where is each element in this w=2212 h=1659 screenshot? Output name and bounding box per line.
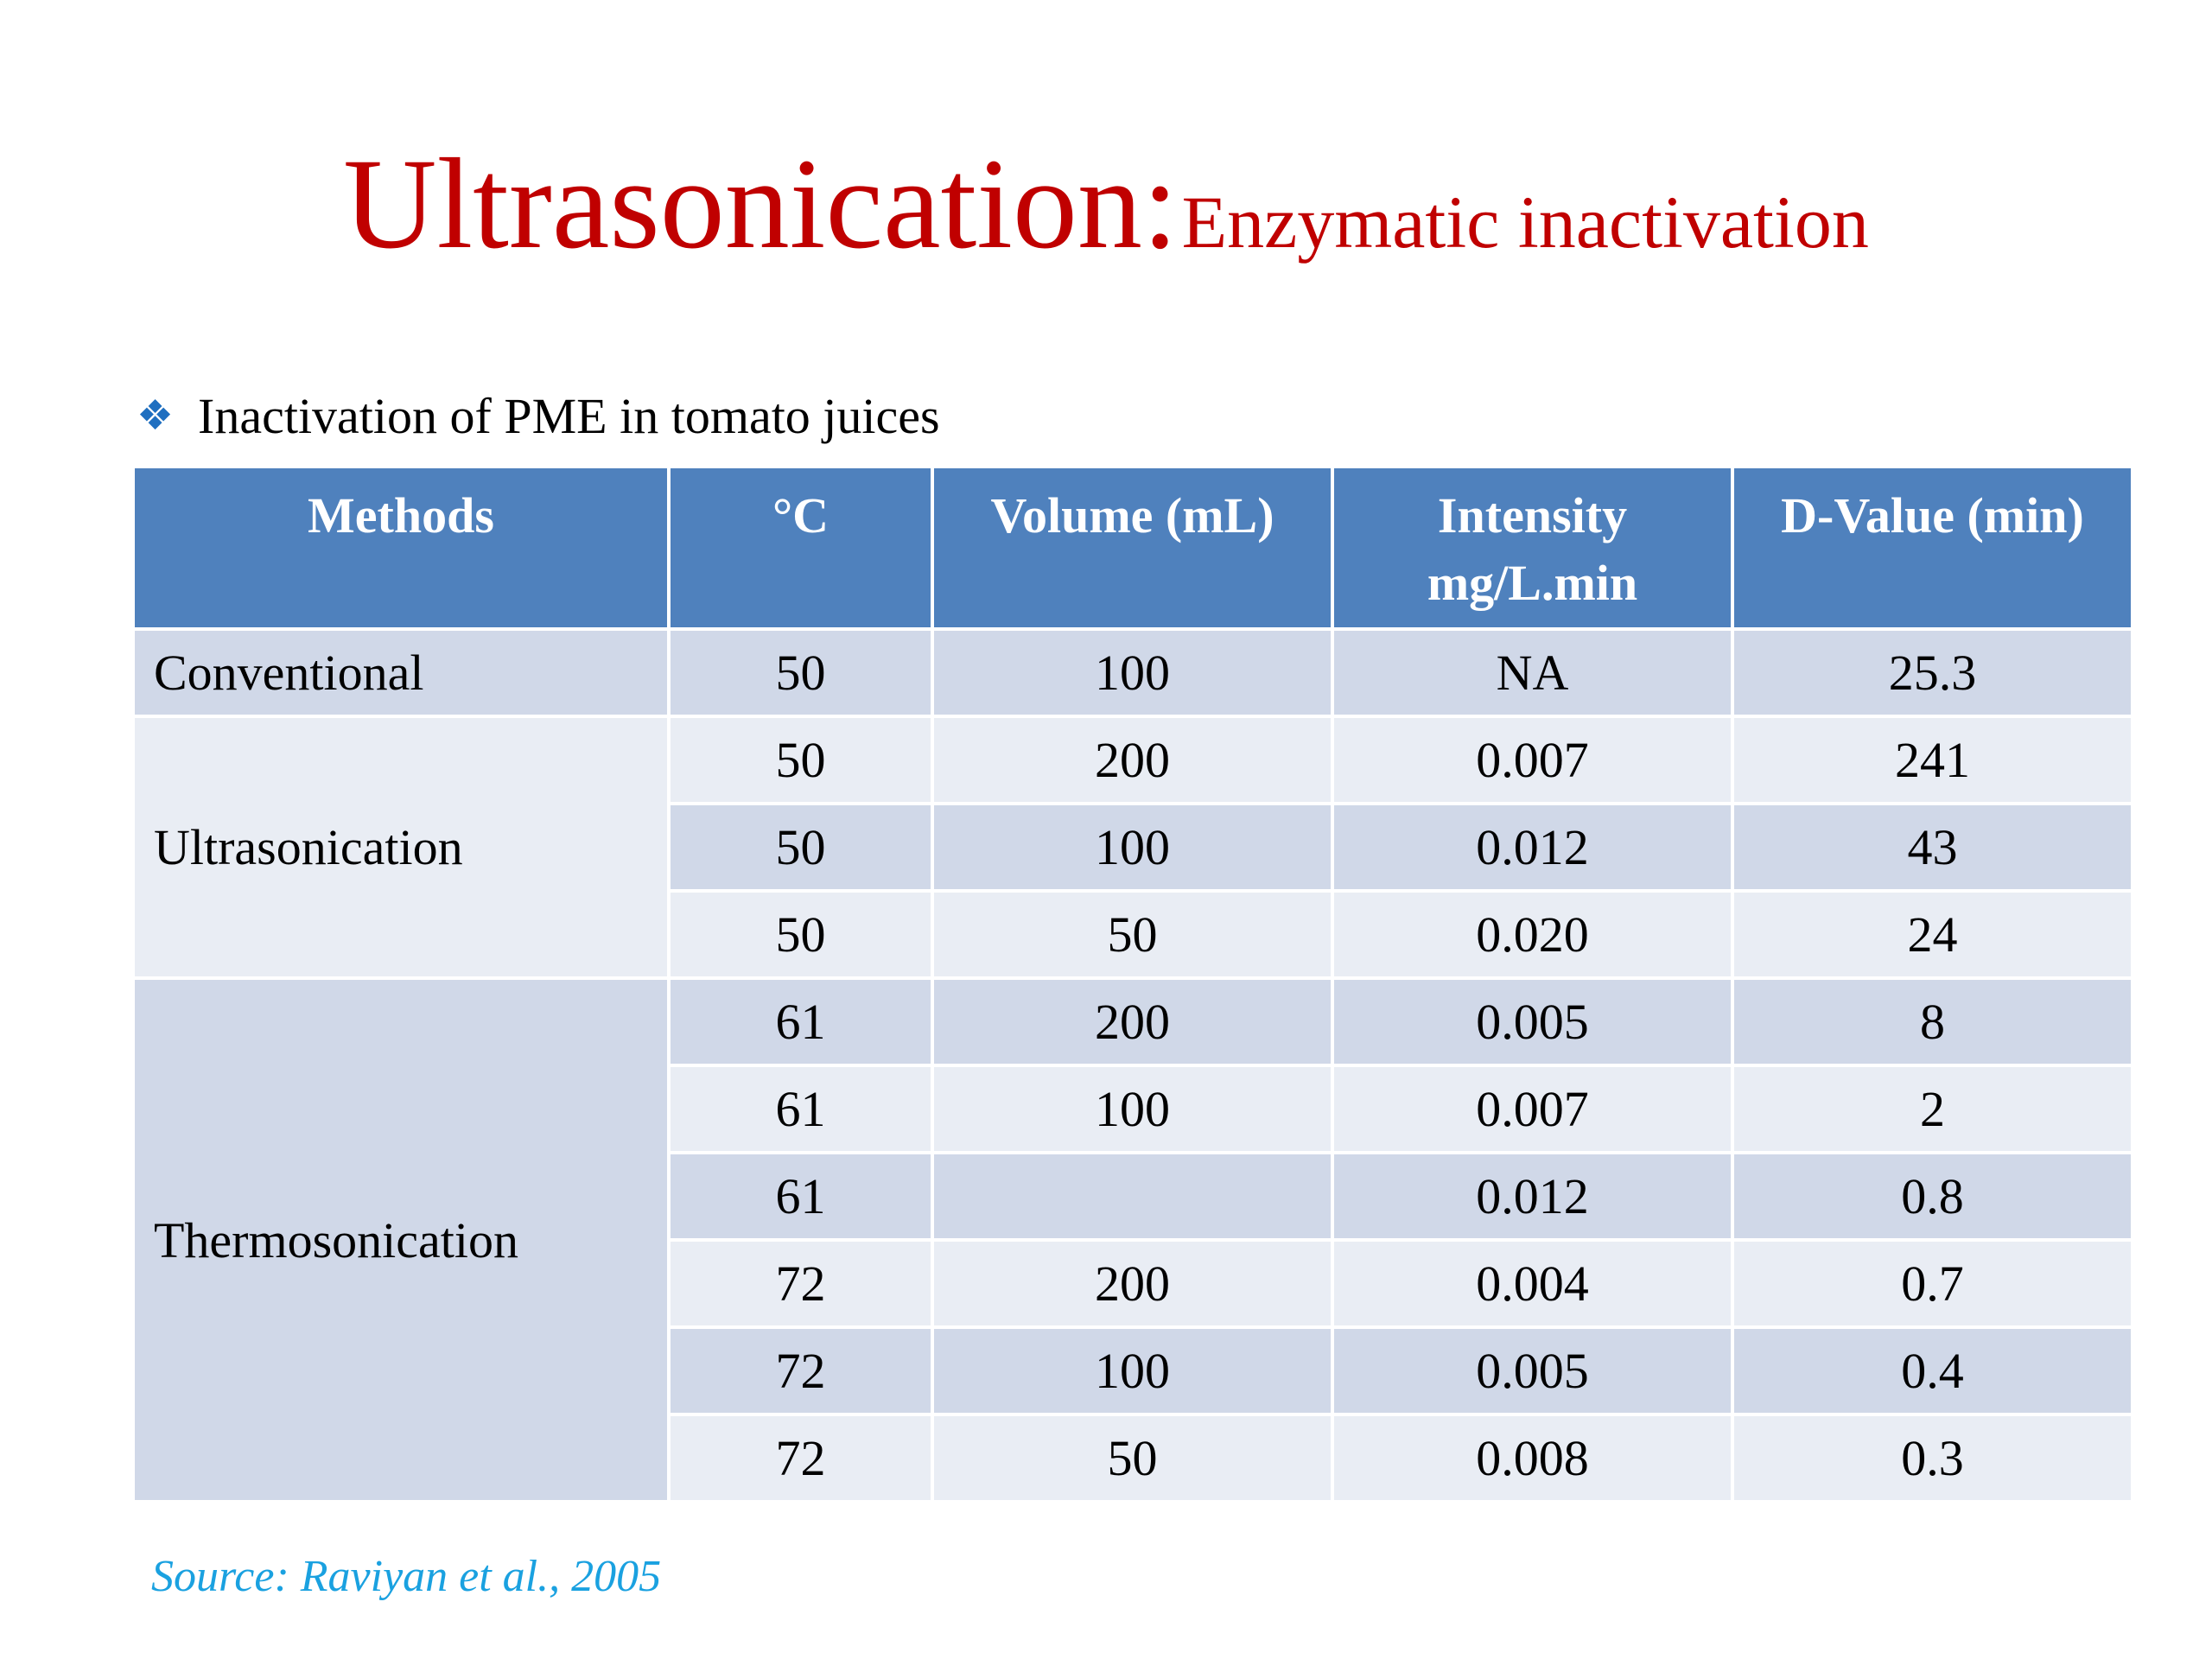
slide-title: Ultrasonication: Enzymatic inactivation [0, 130, 2212, 278]
volume-cell [931, 1151, 1334, 1242]
intensity-cell: 0.007 [1331, 1064, 1734, 1154]
temperature-cell: 50 [667, 802, 934, 893]
d-value-cell: 43 [1731, 802, 2134, 893]
temperature-cell: 50 [667, 627, 934, 718]
temperature-cell: 72 [667, 1413, 934, 1503]
table-row: Conventional 50 100 NA 25.3 [131, 627, 2134, 718]
method-cell: Ultrasonication [131, 715, 671, 980]
intensity-cell: 0.005 [1331, 1325, 1734, 1416]
table-row: 61 100 0.007 2 [133, 1064, 2134, 1154]
intensity-cell: 0.005 [1331, 976, 1734, 1067]
header-methods: Methods [131, 465, 671, 631]
header-volume: Volume (mL) [931, 465, 1334, 631]
table-row: 72 100 0.005 0.4 [133, 1325, 2134, 1416]
temperature-cell: 61 [667, 1064, 934, 1154]
bullet-text: Inactivation of PME in tomato juices [198, 388, 940, 444]
volume-cell: 100 [931, 627, 1334, 718]
data-table: Methods °C Volume (mL) Intensity mg/L.mi… [131, 465, 2134, 1503]
d-value-cell: 2 [1731, 1064, 2134, 1154]
d-value-cell: 241 [1731, 715, 2134, 805]
table-row: 50 50 0.020 24 [133, 889, 2134, 980]
table-row: 50 100 0.012 43 [133, 802, 2134, 893]
intensity-cell: 0.007 [1331, 715, 1734, 805]
intensity-cell: NA [1331, 627, 1734, 718]
table-row: 72 50 0.008 0.3 [133, 1413, 2134, 1503]
title-sub: Enzymatic inactivation [1181, 181, 1869, 264]
header-d-value: D-Value (min) [1731, 465, 2134, 631]
intensity-cell: 0.008 [1331, 1413, 1734, 1503]
bullet-point: ❖ Inactivation of PME in tomato juices [137, 387, 940, 445]
header-temperature: °C [667, 465, 934, 631]
temperature-cell: 61 [667, 1151, 934, 1242]
intensity-cell: 0.012 [1331, 1151, 1734, 1242]
intensity-cell: 0.012 [1331, 802, 1734, 893]
header-intensity: Intensity mg/L.min [1331, 465, 1734, 631]
d-value-cell: 8 [1731, 976, 2134, 1067]
diamond-bullet-icon: ❖ [137, 391, 175, 440]
table-row: 61 0.012 0.8 [133, 1151, 2134, 1242]
temperature-cell: 61 [667, 976, 934, 1067]
d-value-cell: 25.3 [1731, 627, 2134, 718]
table-row: Thermosonication 61 200 0.005 8 [131, 976, 2134, 1503]
table-row: 72 200 0.004 0.7 [133, 1238, 2134, 1329]
volume-cell: 100 [931, 1325, 1334, 1416]
temperature-cell: 50 [667, 715, 934, 805]
source-citation: Source: Raviyan et al., 2005 [151, 1552, 662, 1601]
intensity-cell: 0.004 [1331, 1238, 1734, 1329]
table-header-row: Methods °C Volume (mL) Intensity mg/L.mi… [131, 465, 2134, 631]
table-row: Ultrasonication 50 200 0.007 241 [131, 715, 2134, 980]
title-main: Ultrasonication: [343, 132, 1179, 276]
volume-cell: 100 [931, 802, 1334, 893]
temperature-cell: 72 [667, 1325, 934, 1416]
temperature-cell: 50 [667, 889, 934, 980]
d-value-cell: 0.7 [1731, 1238, 2134, 1329]
volume-cell: 200 [931, 1238, 1334, 1329]
d-value-cell: 0.8 [1731, 1151, 2134, 1242]
intensity-cell: 0.020 [1331, 889, 1734, 980]
method-cell: Conventional [131, 627, 671, 718]
volume-cell: 50 [931, 1413, 1334, 1503]
volume-cell: 50 [931, 889, 1334, 980]
d-value-cell: 24 [1731, 889, 2134, 980]
d-value-cell: 0.4 [1731, 1325, 2134, 1416]
volume-cell: 200 [931, 976, 1334, 1067]
d-value-cell: 0.3 [1731, 1413, 2134, 1503]
temperature-cell: 72 [667, 1238, 934, 1329]
method-cell: Thermosonication [131, 976, 671, 1503]
volume-cell: 100 [931, 1064, 1334, 1154]
volume-cell: 200 [931, 715, 1334, 805]
